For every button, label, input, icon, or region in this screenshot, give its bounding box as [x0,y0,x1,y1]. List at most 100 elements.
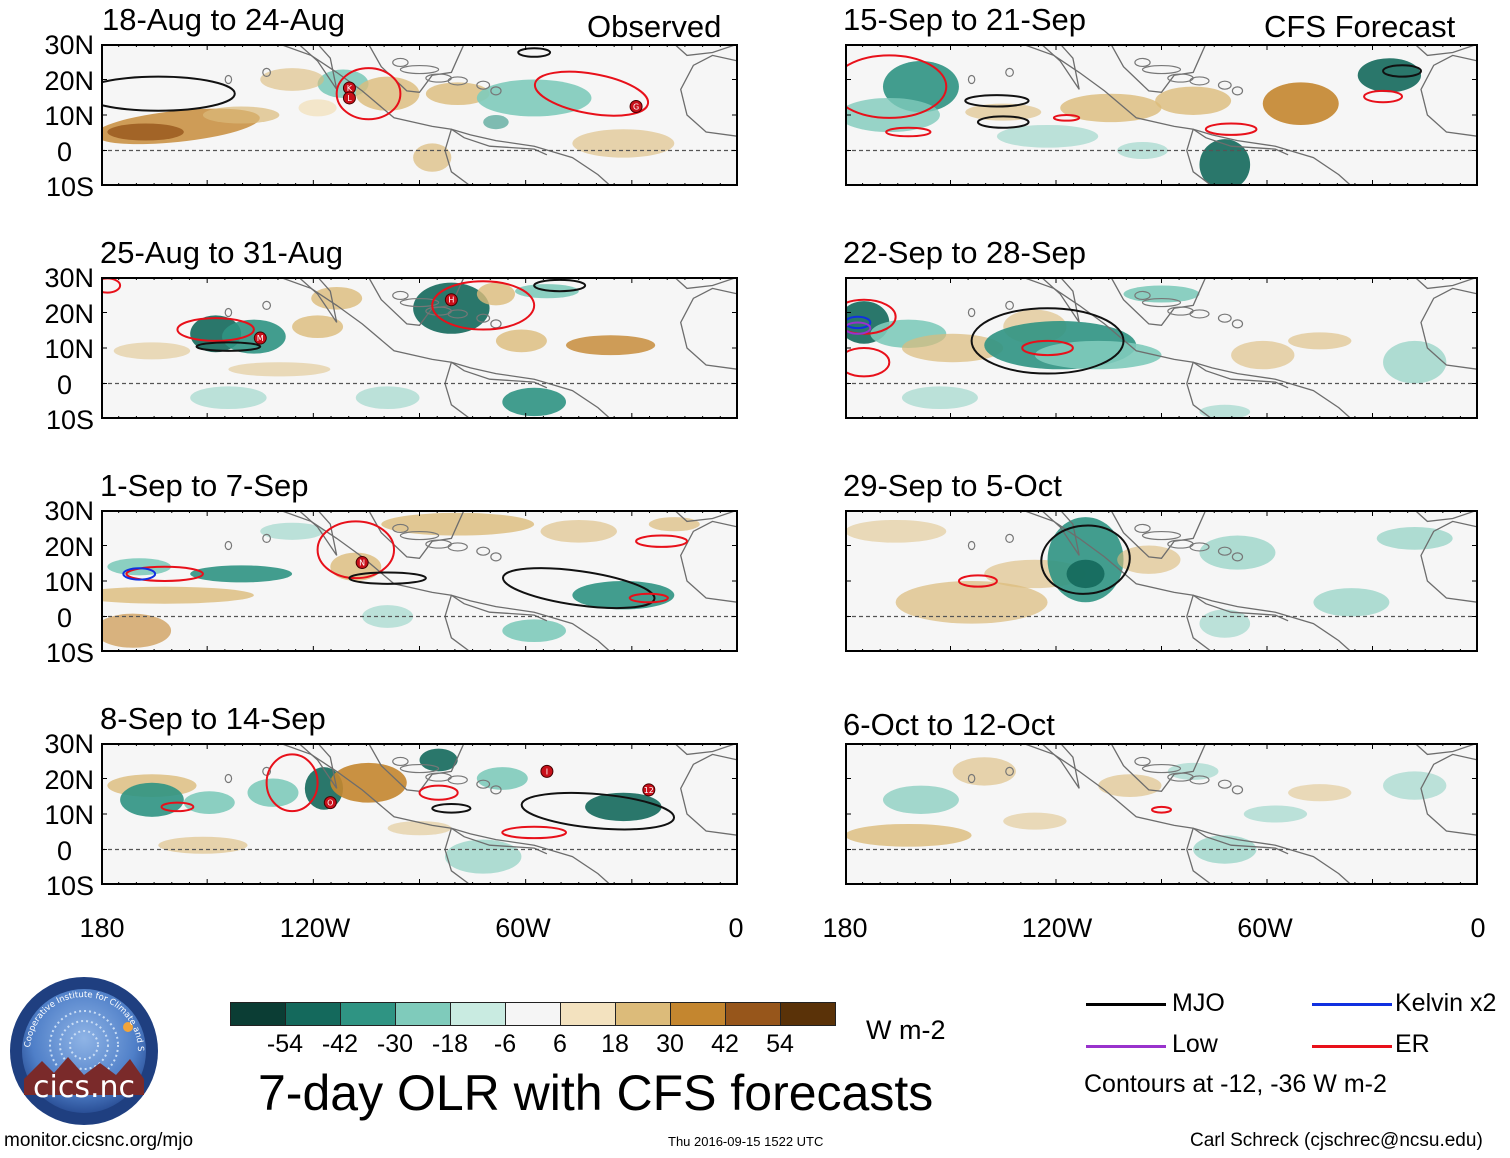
colorbar-swatch [725,1002,781,1026]
coastline [1186,129,1213,186]
wave-contour [418,784,459,801]
island-outline [1134,57,1151,68]
coastline [451,361,612,419]
lat-label: 20N [44,532,94,562]
olr-anomaly-shading [317,69,369,98]
lat-label: 10S [45,405,94,435]
coastline [1186,828,1213,885]
wave-contour [265,753,319,813]
coastline [1110,277,1207,326]
island-outline [392,756,409,767]
olr-anomaly-shading [222,319,286,354]
olr-anomaly-shading [845,823,972,847]
map-frame [845,743,1478,885]
coastline [451,128,612,186]
map-frame [845,510,1478,652]
coastline [444,362,471,419]
island-outline [1005,766,1014,776]
island-outline [967,540,976,551]
olr-anomaly-shading [895,581,1048,624]
lat-label: 10N [44,567,94,597]
map-frame [845,44,1478,186]
wave-contour [316,520,396,580]
legend-label-mjo: MJO [1172,989,1225,1017]
olr-anomaly-shading [362,605,414,628]
colorbar-swatch [285,1002,341,1026]
olr-anomaly-shading [425,82,490,106]
wave-contour [1021,339,1074,357]
storm-marker: N [355,556,369,570]
legend-label-er: ER [1395,1030,1430,1058]
colorbar-tick-label: 54 [766,1030,794,1058]
legend-line-er [1312,1045,1392,1048]
coastline [279,510,548,622]
olr-map-observed-4: O I 12 [101,743,738,885]
olr-map-forecast-4 [845,743,1478,885]
coastline [1040,510,1080,556]
olr-anomaly-shading [882,785,959,814]
island-outline [1141,64,1182,75]
island-outline [392,523,409,534]
coastline [451,594,612,652]
legend-line-mjo [1086,1003,1166,1006]
olr-anomaly-shading [996,124,1099,148]
coastline [680,520,738,603]
olr-anomaly-shading [502,387,567,417]
olr-anomaly-shading [572,129,675,158]
lon-label: 180 [79,913,125,943]
olr-anomaly-shading [1288,784,1352,802]
coastline [367,44,465,93]
storm-marker: I [540,764,554,778]
olr-anomaly-shading [502,619,567,643]
island-outline [967,307,976,318]
footer-author: Carl Schreck (cjschrec@ncsu.edu) [1190,1130,1483,1151]
olr-anomaly-shading [1383,340,1447,384]
island-outline [1217,80,1232,90]
island-outline [447,309,468,319]
island-outline [399,64,440,75]
lat-label: 30N [44,729,94,759]
colorbar-swatch [505,1002,561,1026]
coastline [1110,743,1207,792]
olr-map-forecast-1 [845,44,1478,186]
olr-anomaly-shading [1313,588,1390,617]
island-outline [967,74,976,85]
island-outline [1231,785,1244,795]
coastline [298,277,338,323]
island-outline [1189,309,1210,319]
colorbar-tick-label: -18 [431,1030,469,1058]
island-outline [490,86,502,96]
olr-anomaly-shading [101,613,172,648]
storm-label: O [327,799,333,808]
colorbar-swatch [230,1002,286,1026]
coastline [673,44,738,57]
coastline [367,510,465,559]
observed-label: Observed [587,9,722,44]
olr-anomaly-shading [298,99,337,117]
coastline [1021,44,1289,156]
coastline [444,129,471,186]
olr-anomaly-shading [1243,805,1308,823]
coastline [1414,743,1478,756]
coastline [1420,753,1478,836]
coastline [279,44,548,156]
olr-anomaly-shading [1003,812,1067,830]
colorbar-tick-label: -54 [266,1030,304,1058]
colorbar-swatch [395,1002,451,1026]
coastline [673,510,738,523]
footer-website: monitor.cicsnc.org/mjo [4,1130,194,1151]
colorbar-swatch [615,1002,671,1026]
island-outline [1134,523,1151,534]
lat-label: 10S [45,172,94,202]
coastline [1414,277,1478,290]
wave-contour [964,94,1030,108]
colorbar-swatch [450,1002,506,1026]
olr-anomaly-shading [1117,545,1181,574]
island-outline [1134,290,1151,301]
wave-contour [195,341,262,352]
coastline [279,277,548,389]
map-frame [101,277,738,419]
island-outline [1141,763,1182,774]
coastline [673,277,738,290]
forecast-label: CFS Forecast [1264,9,1456,44]
